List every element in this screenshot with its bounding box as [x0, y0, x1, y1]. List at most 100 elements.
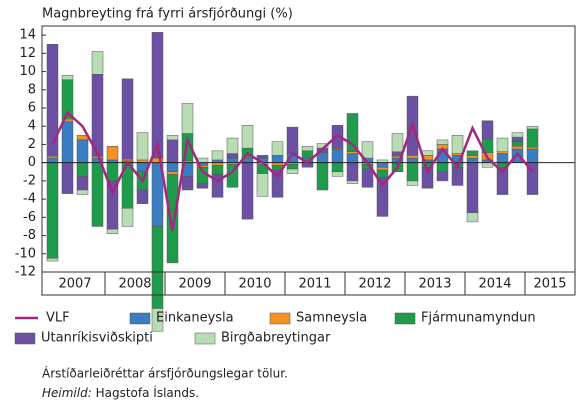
bar-segment [271, 141, 284, 156]
bar-segment [46, 162, 59, 259]
bar-segment [511, 141, 524, 147]
bar-segment [376, 176, 389, 217]
source-label: Heimild: [42, 386, 92, 400]
bar-segment [106, 180, 119, 230]
bar-segment [331, 162, 344, 173]
bar-segment [466, 212, 479, 223]
legend-swatch [394, 312, 416, 325]
bar-segment [286, 164, 299, 170]
legend-label: Fjármunamyndun [421, 311, 536, 326]
bar-segment [391, 133, 404, 152]
bar-segment [226, 137, 239, 154]
bar-segment [136, 132, 149, 161]
bar-segment [91, 162, 104, 227]
y-tick-label: -6 [23, 210, 36, 225]
bar-segment [331, 171, 344, 177]
legend-label: VLF [46, 311, 70, 326]
bar-segment [226, 153, 239, 159]
y-tick-label: -12 [15, 265, 36, 280]
bar-segment [46, 258, 59, 262]
bar-segment [121, 207, 134, 227]
bar-segment [346, 162, 359, 182]
bar-segment [91, 51, 104, 75]
bar-segment [526, 148, 539, 163]
bar-segment [151, 32, 164, 159]
x-year-label: 2010 [238, 277, 271, 292]
bar-segment [511, 136, 524, 142]
bar-segment [46, 156, 59, 159]
bar-segment [406, 162, 419, 182]
legend-label: Utanríkisviðskipti [41, 331, 153, 346]
bar-segment [376, 166, 389, 171]
y-tick-label: 10 [19, 64, 36, 79]
bar-segment [421, 166, 434, 189]
bar-segment [76, 139, 89, 163]
y-tick-label: -10 [15, 246, 36, 261]
bar-segment [46, 157, 59, 163]
bar-segment [211, 165, 224, 175]
bar-segment [121, 78, 134, 160]
bar-segment [76, 176, 89, 191]
bar-segment [61, 74, 74, 81]
bar-segment [136, 189, 149, 204]
bar-segment [496, 153, 509, 163]
bar-segment [331, 148, 344, 163]
y-tick-label: 6 [28, 101, 36, 116]
bar-segment [436, 171, 449, 182]
bar-segment [466, 155, 479, 159]
bar-segment [151, 226, 164, 309]
vlf-line [51, 110, 534, 232]
bar-segment [436, 162, 449, 173]
bar-segment [466, 150, 479, 156]
bar-segment [511, 148, 524, 163]
y-tick-label: 0 [28, 155, 36, 170]
bar-segment [76, 162, 89, 177]
bar-segment [181, 103, 194, 134]
bar-segment [481, 162, 494, 168]
bar-segment [211, 174, 224, 198]
bar-segment [211, 150, 224, 161]
bar-segment [346, 113, 359, 152]
bar-segment [106, 162, 119, 182]
y-tick-label: 2 [28, 137, 36, 152]
x-year-label: 2011 [298, 277, 331, 292]
bar-segment [166, 135, 179, 141]
bar-segment [346, 153, 359, 163]
legend-swatch [194, 332, 216, 345]
legend-label: Einkaneysla [156, 311, 234, 326]
legend-label: Birgðabreytingar [221, 331, 331, 346]
bar-segment [226, 157, 239, 163]
source: Heimild: Hagstofa Íslands. [42, 385, 199, 400]
bar-segment [196, 183, 209, 189]
bar-segment [376, 162, 389, 168]
bar-segment [511, 146, 524, 150]
x-year-label: 2013 [418, 277, 451, 292]
bar-segment [151, 308, 164, 332]
bar-segment [406, 157, 419, 163]
bar-segment [316, 162, 329, 191]
bar-segment [361, 168, 374, 188]
bar-segment [361, 141, 374, 159]
x-year-label: 2007 [58, 277, 91, 292]
bar-segment [166, 162, 179, 173]
y-tick-label: 14 [19, 28, 36, 43]
bar-segment [451, 135, 464, 154]
x-year-label: 2014 [478, 277, 511, 292]
legend-swatch [14, 332, 36, 345]
bar-segment [286, 168, 299, 174]
legend-swatch [129, 312, 151, 325]
note: Árstíðarleiðréttar ársfjórðungslegar töl… [42, 366, 288, 381]
legend-label: Samneysla [296, 311, 367, 326]
bar-segment [376, 169, 389, 178]
bar-segment [466, 162, 479, 214]
bar-segment [436, 139, 449, 145]
y-tick-label: -8 [23, 228, 36, 243]
bar-segment [241, 125, 254, 149]
x-year-label: 2009 [178, 277, 211, 292]
x-year-label: 2015 [533, 277, 566, 292]
bar-segment [46, 43, 59, 157]
bar-segment [526, 128, 539, 148]
x-year-label: 2008 [118, 277, 151, 292]
bar-segment [511, 132, 524, 138]
